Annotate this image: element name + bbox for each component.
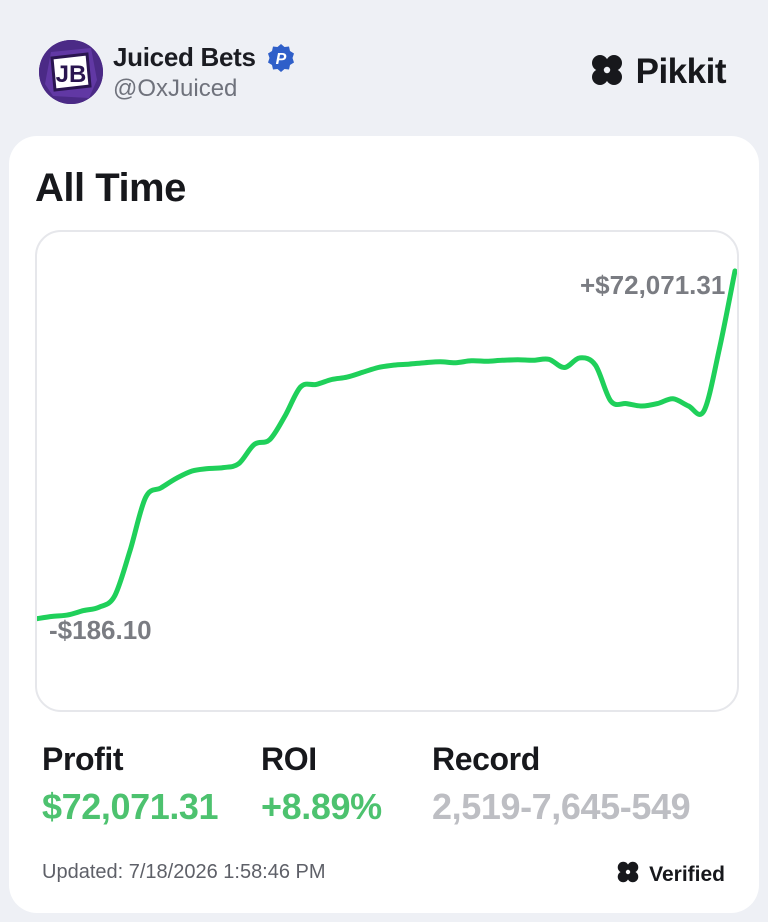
profit-series-line — [37, 268, 737, 622]
card-title: All Time — [35, 166, 186, 210]
user-handle: @OxJuiced — [113, 75, 238, 102]
svg-text:P: P — [276, 51, 287, 68]
user-name[interactable]: Juiced Bets — [113, 42, 256, 72]
clover-icon — [615, 859, 641, 890]
roi-value: +8.89% — [261, 786, 382, 827]
avatar-initials: JB — [56, 61, 87, 88]
avatar[interactable]: JB — [39, 40, 103, 104]
brand-name: Pikkit — [635, 52, 727, 91]
verified-indicator: Verified — [615, 859, 725, 890]
stats-card: All Time +$72,071.31 -$186.10 Profit $72… — [9, 136, 759, 913]
chart-end-label: +$72,071.31 — [580, 270, 726, 300]
profit-line-chart — [37, 268, 737, 622]
clover-icon — [588, 51, 626, 94]
chart-start-label: -$186.10 — [49, 615, 152, 645]
profit-value: $72,071.31 — [42, 786, 219, 827]
record-value: 2,519-7,645-549 — [432, 786, 691, 827]
brand-logo: Pikkit — [588, 50, 727, 94]
profit-chart: +$72,071.31 -$186.10 — [35, 230, 739, 712]
profile-header: JB Juiced Bets P @OxJuiced Pikkit — [0, 0, 768, 140]
record-label: Record — [432, 741, 540, 777]
verified-label: Verified — [649, 862, 725, 886]
verified-badge-icon: P — [266, 43, 296, 73]
profit-label: Profit — [42, 741, 124, 777]
updated-timestamp: Updated: 7/18/2026 1:58:46 PM — [42, 861, 326, 883]
roi-label: ROI — [261, 741, 317, 777]
